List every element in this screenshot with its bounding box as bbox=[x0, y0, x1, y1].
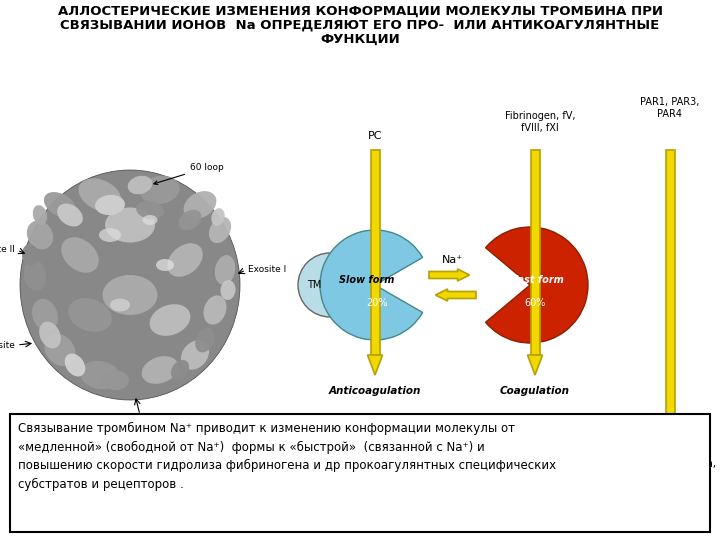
Ellipse shape bbox=[195, 328, 215, 353]
Ellipse shape bbox=[57, 204, 83, 226]
Text: PC: PC bbox=[368, 131, 382, 141]
Text: 60%: 60% bbox=[524, 298, 546, 308]
Text: PAR1, PAR3,
PAR4: PAR1, PAR3, PAR4 bbox=[640, 97, 700, 119]
Ellipse shape bbox=[99, 228, 121, 242]
Text: ФУНКЦИИ: ФУНКЦИИ bbox=[320, 33, 400, 46]
Bar bbox=[371, 150, 379, 355]
Ellipse shape bbox=[65, 354, 85, 376]
Ellipse shape bbox=[80, 361, 120, 389]
Polygon shape bbox=[662, 430, 678, 450]
Ellipse shape bbox=[184, 191, 217, 219]
Ellipse shape bbox=[142, 356, 179, 384]
Text: Fibrinogen, fV,
fVIII, fXI: Fibrinogen, fV, fVIII, fXI bbox=[505, 111, 575, 133]
Ellipse shape bbox=[105, 207, 155, 242]
Wedge shape bbox=[320, 230, 423, 340]
Text: Slow form: Slow form bbox=[339, 275, 395, 285]
Ellipse shape bbox=[45, 334, 76, 366]
Bar bbox=[531, 150, 539, 355]
Text: Coagulation: Coagulation bbox=[500, 386, 570, 396]
Ellipse shape bbox=[136, 201, 164, 219]
Ellipse shape bbox=[156, 259, 174, 271]
Text: Autolysis
loop: Autolysis loop bbox=[120, 418, 161, 437]
Bar bbox=[10, 414, 710, 532]
Ellipse shape bbox=[209, 217, 231, 243]
Text: СВЯЗЫВАНИИ ИОНОВ  Na ОПРЕДЕЛЯЮТ ЕГО ПРО-  ИЛИ АНТИКОАГУЛЯНТНЫЕ: СВЯЗЫВАНИИ ИОНОВ Na ОПРЕДЕЛЯЮТ ЕГО ПРО- … bbox=[60, 19, 660, 32]
Ellipse shape bbox=[220, 280, 235, 300]
Text: 20%: 20% bbox=[366, 298, 388, 308]
Wedge shape bbox=[298, 253, 330, 317]
Text: Связывание тромбином Na⁺ приводит к изменению конформации молекулы от
«медленной: Связывание тромбином Na⁺ приводит к изме… bbox=[18, 422, 556, 491]
Ellipse shape bbox=[110, 299, 130, 312]
Ellipse shape bbox=[61, 237, 99, 273]
Ellipse shape bbox=[181, 340, 209, 370]
Text: Exosite I: Exosite I bbox=[248, 266, 287, 274]
Text: N⁺ site: N⁺ site bbox=[0, 341, 15, 349]
Text: Platelet activation,
signaling: Platelet activation, signaling bbox=[624, 459, 716, 481]
Ellipse shape bbox=[215, 255, 235, 285]
Text: АЛЛОСТЕРИЧЕСКИЕ ИЗМЕНЕНИЯ КОНФОРМАЦИИ МОЛЕКУЛЫ ТРОМБИНА ПРИ: АЛЛОСТЕРИЧЕСКИЕ ИЗМЕНЕНИЯ КОНФОРМАЦИИ МО… bbox=[58, 5, 662, 18]
Ellipse shape bbox=[171, 360, 189, 380]
Ellipse shape bbox=[78, 178, 122, 212]
Wedge shape bbox=[485, 227, 588, 343]
Ellipse shape bbox=[102, 275, 158, 315]
Ellipse shape bbox=[204, 295, 227, 325]
Ellipse shape bbox=[27, 220, 53, 249]
Ellipse shape bbox=[150, 304, 190, 336]
Ellipse shape bbox=[140, 176, 180, 204]
Bar bbox=[665, 150, 675, 430]
Text: Exosite II: Exosite II bbox=[0, 246, 15, 254]
Ellipse shape bbox=[127, 176, 153, 194]
Ellipse shape bbox=[39, 322, 60, 348]
Ellipse shape bbox=[68, 298, 112, 332]
Ellipse shape bbox=[33, 205, 48, 225]
Polygon shape bbox=[528, 355, 542, 375]
Text: Fast form: Fast form bbox=[512, 275, 564, 285]
Ellipse shape bbox=[44, 192, 76, 218]
Polygon shape bbox=[367, 355, 382, 375]
Text: 60 loop: 60 loop bbox=[154, 163, 224, 185]
Ellipse shape bbox=[20, 170, 240, 400]
FancyArrow shape bbox=[429, 269, 469, 281]
Ellipse shape bbox=[143, 215, 158, 225]
Text: Na⁺: Na⁺ bbox=[442, 255, 463, 265]
FancyArrow shape bbox=[436, 289, 476, 301]
Ellipse shape bbox=[101, 370, 129, 390]
Text: TM: TM bbox=[307, 280, 321, 290]
Ellipse shape bbox=[211, 208, 225, 226]
Ellipse shape bbox=[24, 259, 46, 291]
Ellipse shape bbox=[32, 299, 58, 331]
Text: Anticoagulation: Anticoagulation bbox=[329, 386, 421, 396]
Ellipse shape bbox=[167, 243, 203, 276]
Ellipse shape bbox=[22, 244, 38, 266]
Ellipse shape bbox=[95, 195, 125, 215]
Ellipse shape bbox=[179, 210, 202, 230]
